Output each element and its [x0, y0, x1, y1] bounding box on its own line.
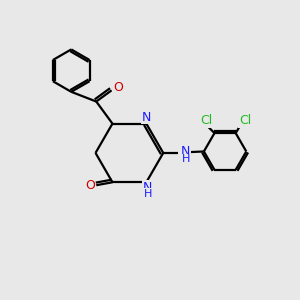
Text: Cl: Cl [200, 114, 213, 127]
Text: N: N [181, 145, 190, 158]
Text: O: O [85, 179, 95, 192]
Text: N: N [143, 181, 152, 194]
Text: H: H [144, 189, 152, 199]
Text: O: O [113, 82, 123, 94]
Text: H: H [182, 154, 190, 164]
Text: Cl: Cl [239, 114, 251, 127]
Text: N: N [142, 111, 151, 124]
